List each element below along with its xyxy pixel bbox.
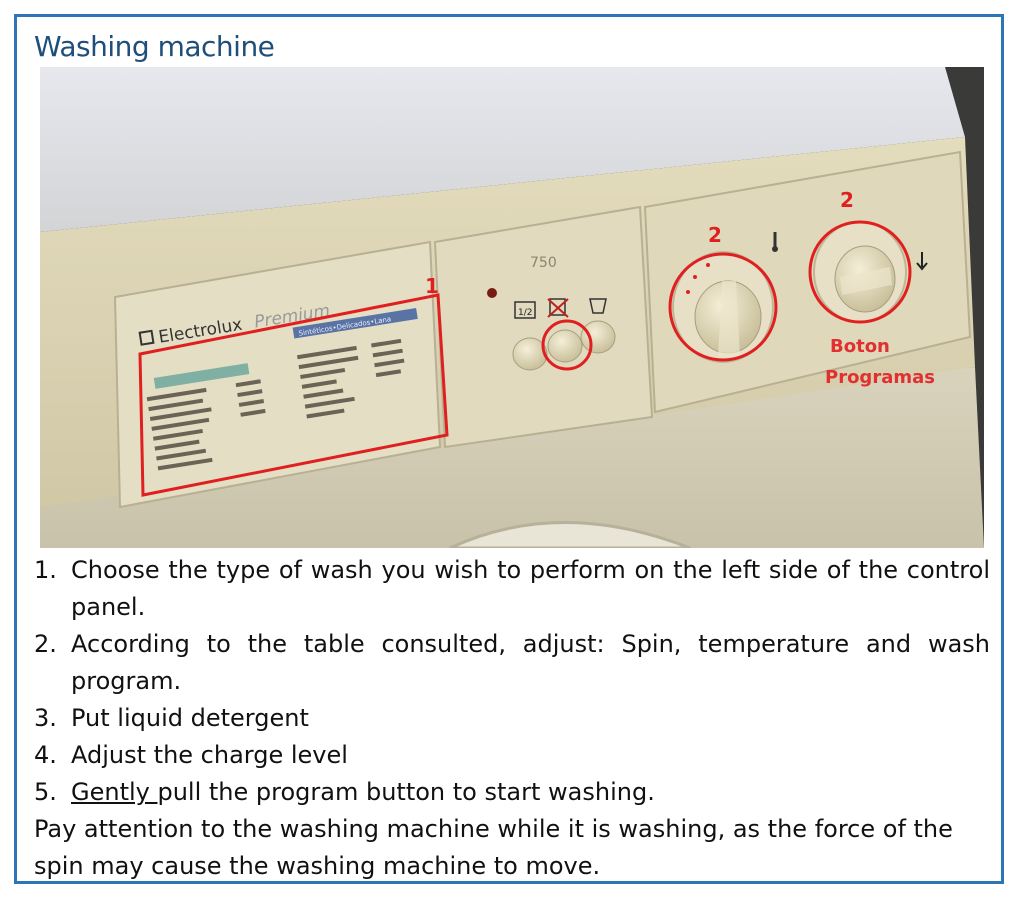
page-title: Washing machine [34,30,275,63]
push-button-center [547,329,583,363]
machine-top [40,67,965,232]
step-text: Adjust the charge level [71,741,348,769]
program-button-label: Programas [825,367,935,388]
step-item: 5. Gently pull the program button to sta… [34,774,990,811]
step-item: 3. Put liquid detergent [34,700,990,737]
step-emphasis: Gently [71,778,158,806]
annotation-circle-temperature [668,252,778,362]
step-number: 1. [34,556,57,584]
spin-badge: 750 [530,255,557,271]
step-item: 2. According to the table consulted, adj… [34,626,990,700]
step-item: 1. Choose the type of wash you wish to p… [34,552,990,626]
instruction-steps: 1. Choose the type of wash you wish to p… [34,552,990,811]
annotation-marker-2b: 2 [840,188,854,212]
washing-machine-photo: Electrolux Premium Sintéticos•Delicados•… [40,67,984,548]
program-button-label: Boton [830,336,890,357]
step-text: Gently pull the program button to start … [71,774,990,811]
step-number: 3. [34,704,57,732]
annotation-box-wash-table [138,293,449,497]
step-number: 2. [34,630,57,658]
step-text: According to the table consulted, adjust… [71,630,990,695]
step-number: 5. [34,778,57,806]
step-item: 4. Adjust the charge level [34,737,990,774]
annotation-marker-2a: 2 [708,223,722,247]
annotation-marker-1: 1 [425,274,439,298]
step-text: Choose the type of wash you wish to perf… [71,556,990,621]
step-text-rest: pull the program button to start washing… [157,778,655,806]
annotation-circle-button [541,319,593,371]
step-number: 4. [34,741,57,769]
step-text: Put liquid detergent [71,704,309,732]
annotation-circle-program [808,220,912,324]
half-load-label: 1/2 [518,308,532,318]
safety-note: Pay attention to the washing machine whi… [34,815,953,880]
